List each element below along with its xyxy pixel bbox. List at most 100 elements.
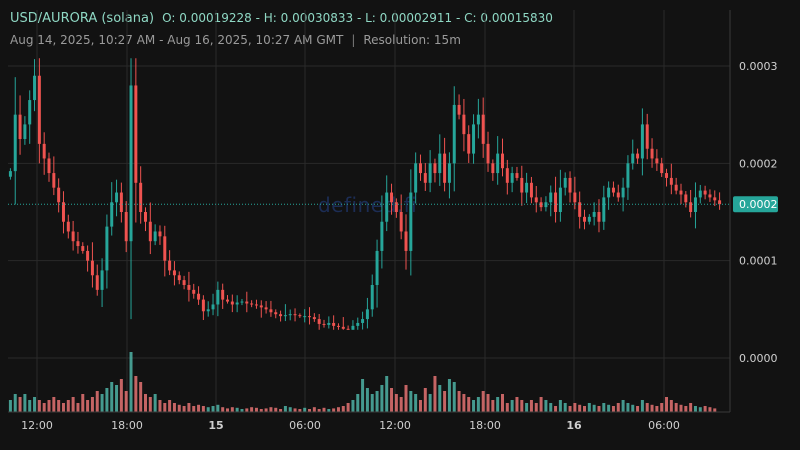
- candle: [462, 98, 466, 152]
- volume-bar: [279, 409, 283, 412]
- volume-bar: [187, 403, 191, 412]
- volume-bar: [52, 397, 56, 412]
- candle: [235, 295, 239, 313]
- volume-bar: [693, 406, 697, 412]
- volume-bar: [510, 400, 514, 412]
- volume-bar: [235, 407, 239, 412]
- volume-bar: [57, 400, 61, 412]
- volume-bar: [578, 404, 582, 412]
- volume-bar: [423, 388, 427, 412]
- volume-bar: [226, 408, 230, 412]
- candle: [264, 301, 268, 314]
- last-price-label: 0.0002: [739, 198, 778, 211]
- volume-bar: [211, 406, 215, 412]
- candle: [351, 320, 355, 330]
- candle: [611, 181, 615, 197]
- candle: [539, 197, 543, 212]
- candle: [274, 309, 278, 319]
- volume-bar: [298, 409, 302, 412]
- volume-bar: [308, 409, 312, 412]
- candle: [602, 185, 606, 230]
- volume-bar: [143, 394, 147, 412]
- candle: [365, 297, 369, 329]
- candle: [148, 202, 152, 255]
- candle: [298, 313, 302, 318]
- candle: [718, 192, 722, 210]
- candle: [428, 150, 432, 193]
- candle: [143, 207, 147, 232]
- candle: [607, 181, 611, 210]
- volume-bar: [254, 407, 258, 412]
- volume-bar: [346, 403, 350, 412]
- candle: [554, 176, 558, 223]
- volume-bar: [597, 406, 601, 412]
- candle: [134, 58, 138, 223]
- volume-bar: [568, 406, 572, 412]
- x-tick-label: 06:00: [648, 419, 680, 432]
- volume-bar: [500, 394, 504, 412]
- x-tick-label: 15: [208, 419, 223, 432]
- volume-bar: [674, 403, 678, 412]
- volume-bar: [221, 407, 225, 412]
- candle: [356, 317, 360, 330]
- volume-bar: [177, 404, 181, 412]
- candle: [177, 271, 181, 285]
- volume-bar: [375, 391, 379, 412]
- volume-bar: [650, 404, 654, 412]
- volume-bar: [115, 385, 119, 412]
- volume-bar: [148, 397, 152, 412]
- volume-bar: [264, 408, 268, 412]
- volume-bar: [380, 385, 384, 412]
- candle: [515, 166, 519, 181]
- volume-bar: [414, 394, 418, 412]
- candle: [153, 224, 157, 246]
- candle: [226, 295, 230, 304]
- volume-bar: [293, 408, 297, 412]
- candle: [573, 176, 577, 210]
- pair-title: USD/AURORA (solana): [10, 11, 155, 26]
- volume-bar: [525, 403, 529, 412]
- candle: [433, 158, 437, 183]
- candle: [245, 291, 249, 313]
- volume-bar: [197, 404, 201, 412]
- candle: [631, 139, 635, 170]
- volume-bar: [447, 379, 451, 412]
- volume-bar: [105, 388, 109, 412]
- candle: [679, 183, 683, 205]
- volume-bar: [288, 407, 292, 412]
- candle: [443, 137, 447, 192]
- candle: [380, 195, 384, 269]
- volume-bar: [476, 397, 480, 412]
- volume-bar: [486, 394, 490, 412]
- candle: [476, 98, 480, 139]
- volume-bar: [587, 403, 591, 412]
- volume-bar: [655, 406, 659, 412]
- candle: [250, 300, 254, 308]
- volume-bar: [28, 400, 32, 412]
- volume-bar: [520, 400, 524, 412]
- volume-bar: [259, 409, 263, 412]
- volume-bar: [8, 400, 12, 412]
- candle: [689, 190, 693, 218]
- volume-bar: [428, 394, 432, 412]
- volume-bar: [139, 382, 143, 412]
- candle: [684, 191, 688, 208]
- volume-bar: [370, 394, 374, 412]
- candle: [52, 156, 56, 196]
- candle: [322, 319, 326, 328]
- volume-bar: [390, 388, 394, 412]
- volume-bar: [708, 407, 712, 412]
- volume-bar: [457, 391, 461, 412]
- volume-bar: [158, 400, 162, 412]
- candle: [708, 189, 712, 202]
- volume-bar: [163, 403, 167, 412]
- y-tick-label: 0.0003: [739, 60, 778, 73]
- candle: [409, 169, 413, 276]
- candle: [399, 194, 403, 240]
- candle: [457, 94, 461, 120]
- volume-bar: [327, 409, 331, 412]
- candle: [650, 138, 654, 168]
- candle: [23, 116, 27, 145]
- candle: [332, 315, 336, 330]
